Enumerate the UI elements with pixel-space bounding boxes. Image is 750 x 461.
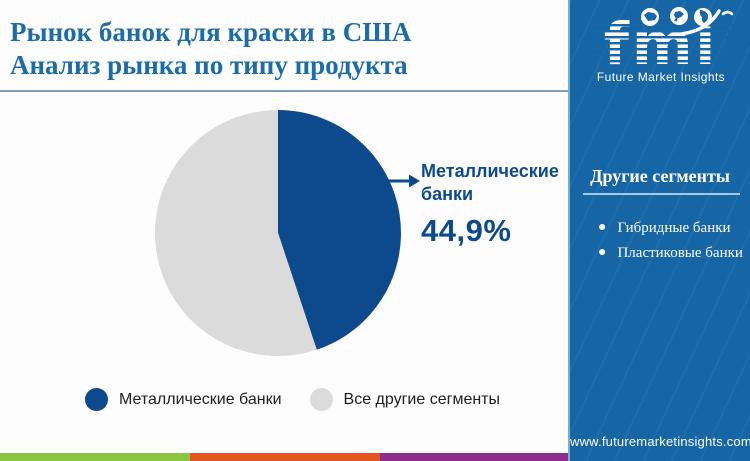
stripe-purple bbox=[380, 453, 568, 461]
callout-arrow-icon bbox=[386, 172, 422, 190]
list-item-label: Пластиковые банки bbox=[617, 245, 743, 261]
globe-world-icon bbox=[694, 8, 712, 26]
logo-swoosh-icon bbox=[679, 9, 721, 36]
logo-swoosh-tip-icon bbox=[721, 10, 734, 16]
sidebar-heading-divider bbox=[583, 193, 740, 195]
title-line-1: Рынок банок для краски в США bbox=[10, 17, 412, 47]
pie-chart bbox=[149, 104, 407, 362]
callout-label-line2: банки bbox=[421, 184, 474, 204]
pie-slice bbox=[278, 110, 402, 350]
title-divider bbox=[0, 90, 568, 92]
legend-dot-metal-cans bbox=[85, 388, 108, 411]
legend-dot-other-segments bbox=[309, 388, 333, 411]
bullet-icon: ● bbox=[598, 245, 607, 260]
stripe-green bbox=[0, 453, 190, 461]
pie-chart-svg bbox=[155, 110, 402, 356]
list-item-hybrid-cans: ● Гибридные банки bbox=[598, 218, 744, 238]
logo-stripe-gaps bbox=[591, 24, 733, 63]
list-item-label: Гибридные банки bbox=[617, 220, 731, 236]
fmi-logo: fmi bbox=[583, 4, 738, 89]
legend-label-other-segments: Все другие сегменты bbox=[343, 390, 500, 408]
bullet-icon: ● bbox=[598, 220, 607, 235]
website-link[interactable]: www.futuremarketinsights.com bbox=[570, 434, 750, 449]
stripe-orange bbox=[190, 453, 380, 461]
callout-label-line1: Металлические bbox=[421, 161, 559, 181]
legend-label-metal-cans: Металлические банки bbox=[119, 390, 282, 408]
sidebar-heading: Другие сегменты bbox=[590, 166, 730, 186]
title-line-2: Анализ рынка по типу продукта bbox=[10, 50, 408, 80]
list-item-plastic-cans: ● Пластиковые банки bbox=[598, 243, 744, 263]
sidebar-segment-list: ● Гибридные банки ● Пластиковые банки bbox=[598, 218, 744, 268]
page-title: Рынок банок для краски в США Анализ рынк… bbox=[10, 16, 565, 82]
logo-wordmark: Future Market Insights bbox=[597, 70, 725, 84]
footer-stripe bbox=[0, 453, 568, 461]
sidebar: fmi bbox=[568, 0, 750, 461]
globe-americas-icon bbox=[641, 8, 659, 26]
globe-europe-icon bbox=[670, 7, 688, 25]
legend-item-other-segments: Все другие сегменты bbox=[309, 388, 500, 411]
pie-callout: Металлические банки 44,9% bbox=[421, 160, 571, 249]
callout-value: 44,9% bbox=[421, 213, 512, 248]
chart-legend: Металлические банки Все другие сегменты bbox=[85, 388, 528, 411]
pie-slice bbox=[155, 110, 317, 356]
legend-item-metal-cans: Металлические банки bbox=[85, 388, 282, 411]
